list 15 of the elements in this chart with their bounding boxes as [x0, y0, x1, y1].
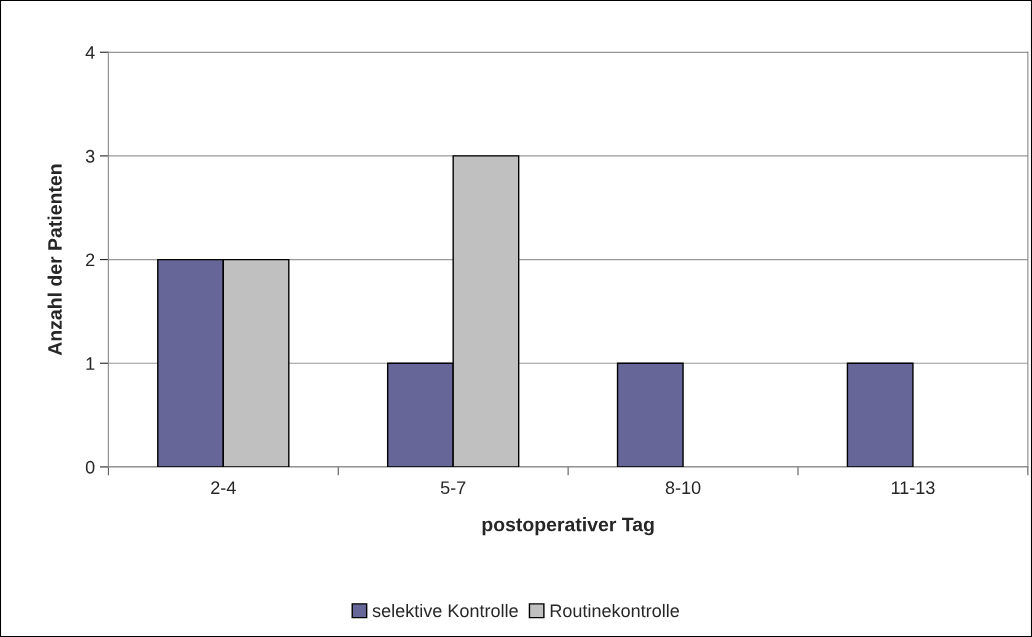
bar	[616, 362, 684, 467]
y-tick-label: 0	[85, 460, 95, 474]
x-tick-label: 8-10	[665, 481, 701, 495]
legend-label: selektive Kontrolle	[372, 603, 518, 618]
legend-label: Routinekontrolle	[550, 603, 679, 618]
x-tick-label: 2-4	[211, 481, 236, 494]
bar	[846, 362, 914, 467]
y-tick-label: 1	[86, 357, 95, 370]
x-tick-label: 11-13	[891, 481, 935, 495]
x-axis-title: postoperativer Tag	[482, 517, 654, 536]
y-tick-label: 2	[86, 253, 95, 267]
y-tick-label: 3	[85, 149, 95, 163]
y-axis-title: Anzahl der Patienten	[47, 164, 62, 356]
x-tick-label: 5-7	[440, 481, 466, 495]
y-tick-label: 4	[85, 46, 95, 59]
